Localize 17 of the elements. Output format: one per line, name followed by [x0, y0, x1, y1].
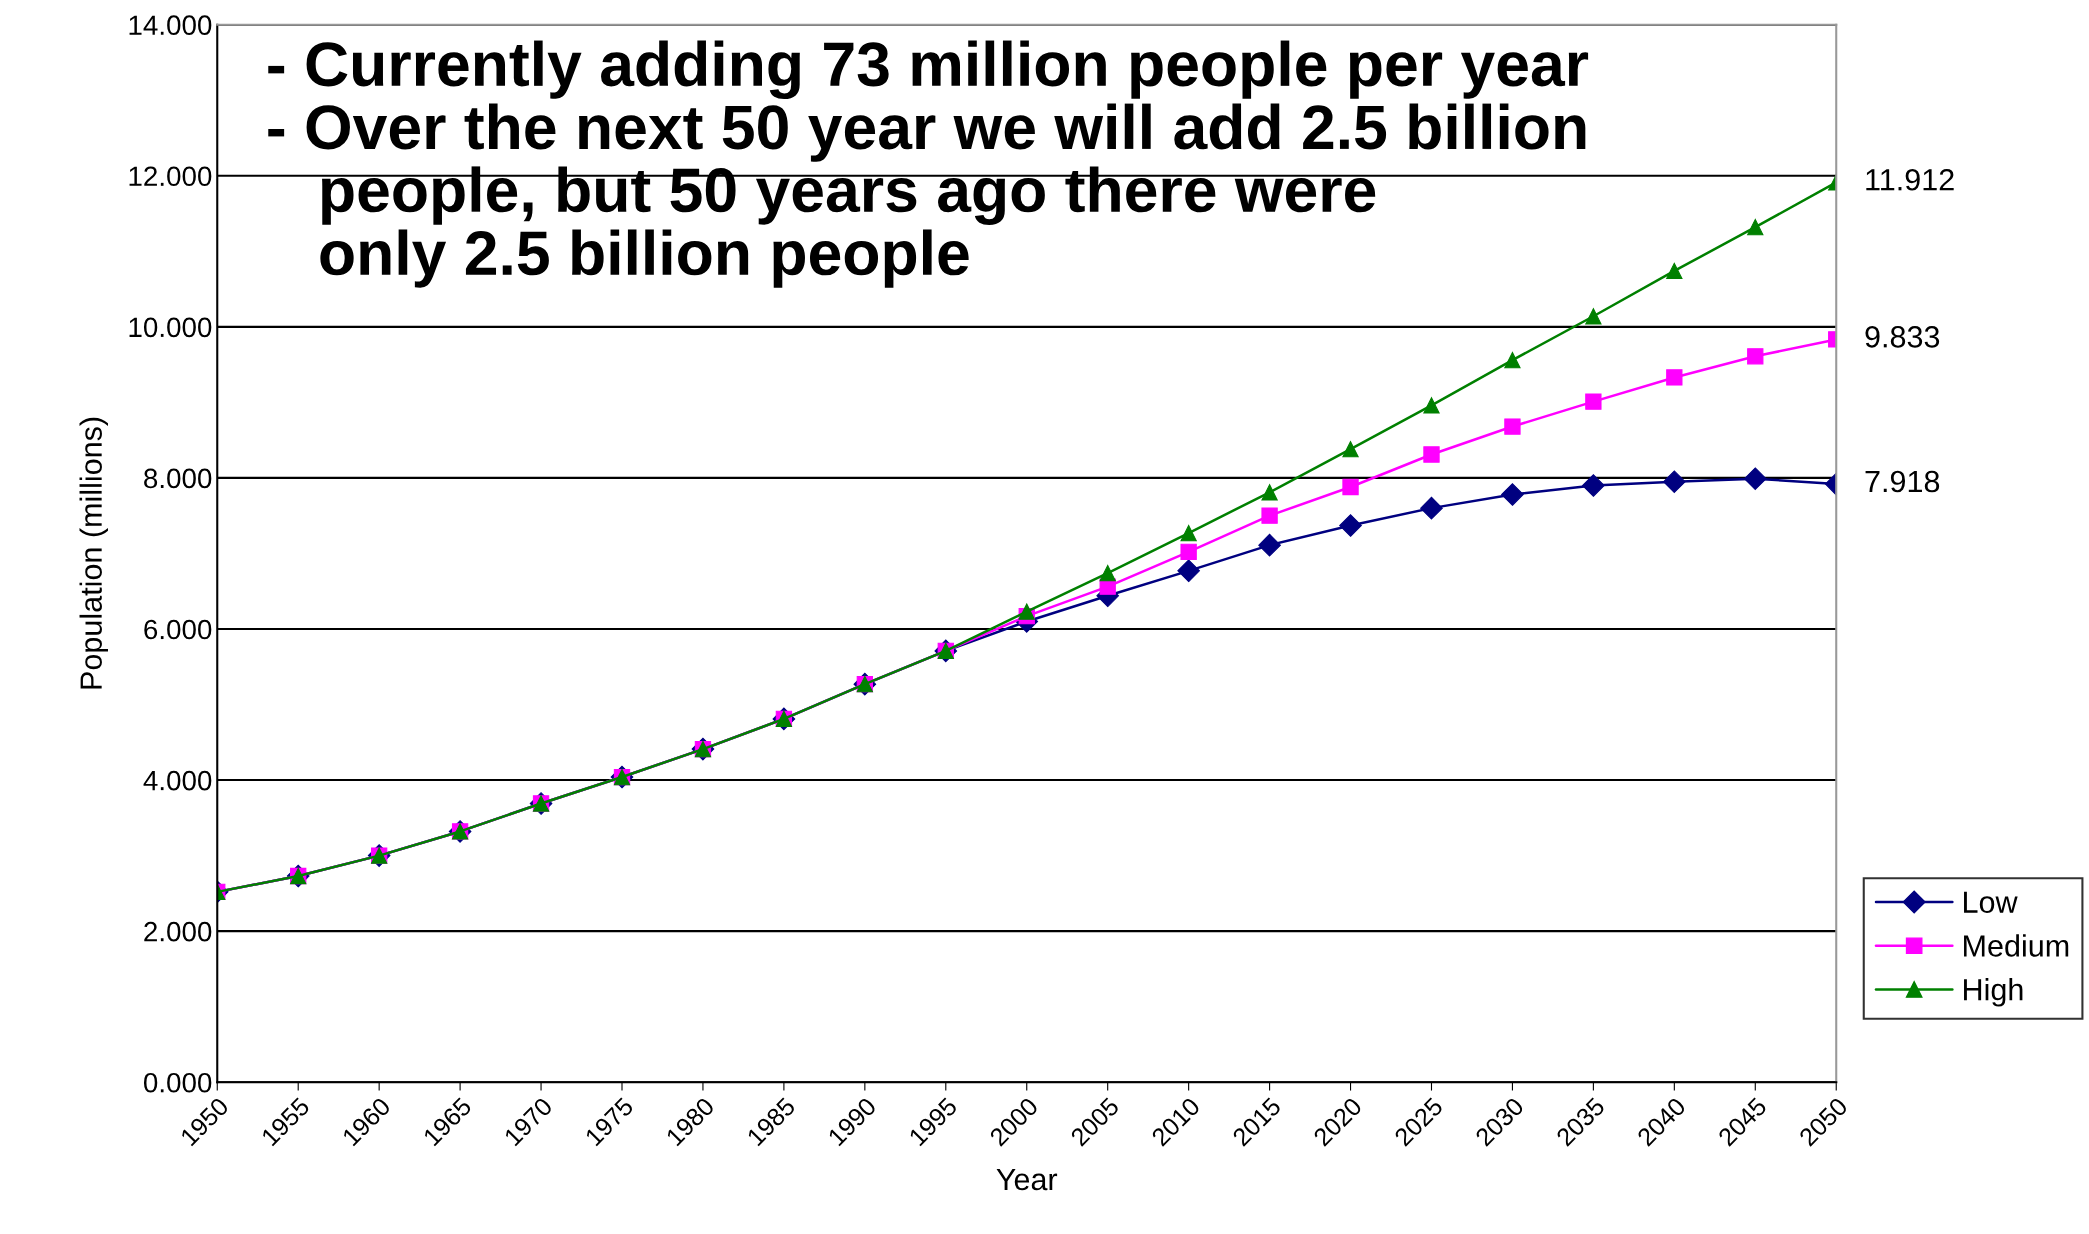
y-tick-label: 14.000 — [129, 15, 212, 36]
data-label: 11.912 — [1866, 168, 1954, 191]
annotation: - Currently adding 73 million people per year - Over the next 50 year we will add 2.5 billion people, but 50 years ago there were only 2.5 billion people — [268, 40, 1589, 288]
y-tick-label: 6.000 — [144, 619, 212, 640]
y-tick-label: 0.000 — [143, 1072, 212, 1093]
legend-label: High — [1964, 978, 2023, 1007]
y-tick-label: 4.000 — [143, 770, 212, 791]
y-tick-label: 12.000 — [129, 166, 212, 187]
y-axis-title: Population (millions) — [79, 417, 108, 689]
y-tick-label: 8.000 — [144, 468, 212, 489]
y-tick-label: 10.000 — [129, 317, 212, 338]
data-label: 9.833 — [1865, 326, 1940, 348]
data-label: 7.918 — [1865, 470, 1940, 493]
y-tick-label: 2.000 — [144, 921, 212, 942]
legend-label: Medium — [1964, 934, 2069, 957]
x-axis-title: Year — [996, 1169, 1058, 1191]
legend-label: Low — [1964, 891, 2018, 913]
